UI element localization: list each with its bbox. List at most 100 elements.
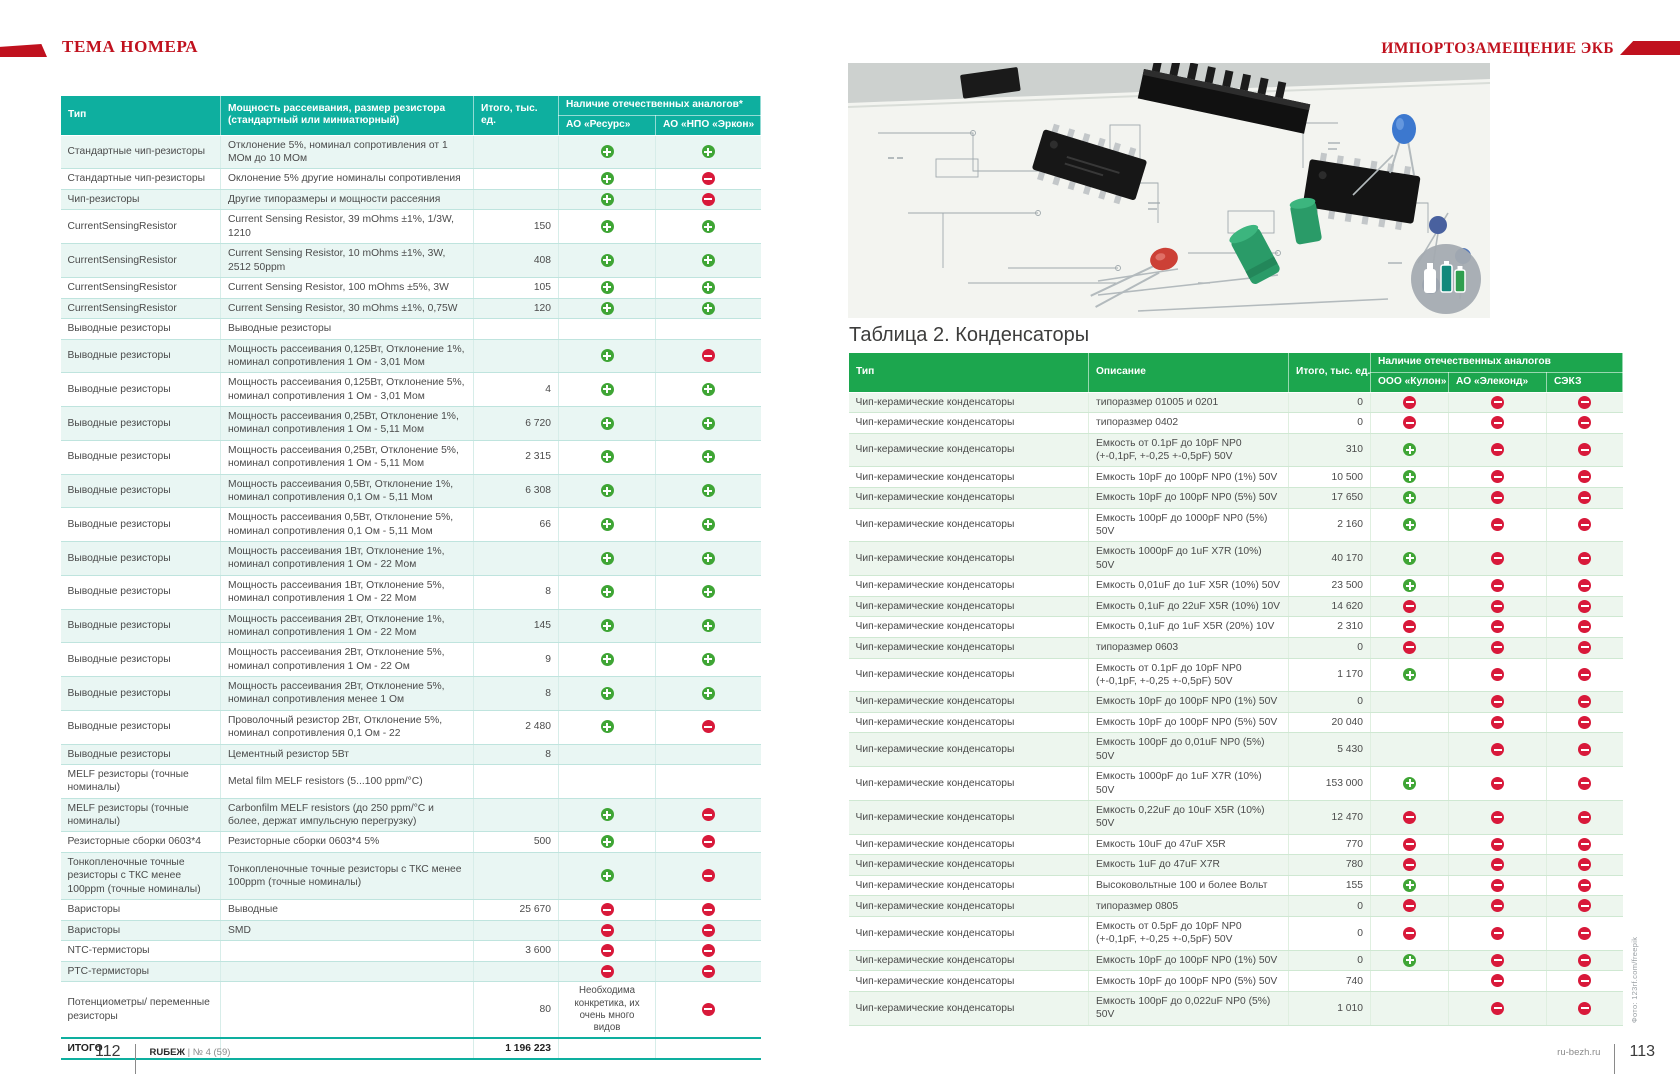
table-row: Стандартные чип-резисторы Оклонение 5% др…: [60, 168, 761, 190]
resistors-table: Тип Мощность рассеивания, размер резисто…: [60, 95, 761, 1061]
total-cell: 23 500: [1288, 575, 1371, 597]
type-cell: Тонкопленочные точные резисторы с ТКС ме…: [60, 852, 221, 901]
analog-sekz-cell: [1546, 950, 1623, 972]
analog-erkon-cell: [655, 798, 761, 833]
table-row: CurrentSensingResistor Current Sensing Re…: [60, 209, 761, 245]
minus-unavailable-icon: [1403, 899, 1416, 913]
total-cell: [473, 318, 559, 340]
analog-elekond-cell: [1448, 466, 1547, 489]
type-cell: CurrentSensingResistor: [60, 209, 221, 245]
desc-cell: Емкость 10uF до 47uF X5R: [1088, 834, 1289, 856]
plus-available-icon: [701, 619, 715, 633]
plus-available-icon: [600, 301, 614, 315]
minus-unavailable-icon: [1578, 926, 1592, 940]
table-row: Чип-керамические конденсаторы Емкость 10p…: [848, 950, 1623, 972]
red-led: [1090, 247, 1178, 308]
total-cell: 1 010: [1288, 991, 1371, 1026]
analog-resurs-cell: [558, 798, 656, 833]
minus-unavailable-icon: [1491, 743, 1504, 757]
type-cell: Выводные резисторы: [60, 575, 221, 610]
analog-resurs-cell: [558, 710, 656, 745]
minus-unavailable-icon: [1578, 491, 1592, 505]
col-header-kulon: ООО «Кулон»: [1370, 371, 1449, 393]
type-cell: Чип-керамические конденсаторы: [848, 541, 1089, 577]
minus-unavailable-icon: [1491, 620, 1504, 634]
total-cell: 10 500: [1288, 466, 1371, 489]
plus-available-icon: [600, 349, 614, 363]
analog-kulon-cell: [1370, 541, 1449, 577]
type-cell: Выводные резисторы: [60, 676, 221, 711]
analog-resurs-cell: [558, 744, 656, 765]
type-cell: Выводные резисторы: [60, 372, 221, 407]
analog-kulon-cell: [1370, 691, 1449, 713]
soic-chip: [1302, 152, 1421, 231]
type-cell: Варисторы: [60, 899, 221, 921]
plus-available-icon: [1403, 470, 1416, 484]
plus-available-icon: [1403, 878, 1416, 892]
table-row: CurrentSensingResistor Current Sensing Re…: [60, 277, 761, 299]
desc-cell: Емкость 100pF до 0,01uF NP0 (5%) 50V: [1088, 732, 1289, 768]
plus-available-icon: [1403, 491, 1416, 505]
minus-unavailable-icon: [1578, 776, 1592, 790]
col-header-sekz: СЭКЗ: [1545, 371, 1624, 393]
minus-unavailable-icon: [1491, 1001, 1504, 1015]
total-cell: 155: [1288, 875, 1371, 897]
analog-erkon-cell: [655, 981, 761, 1039]
total-cell: 0: [1288, 412, 1371, 434]
table-row: Чип-керамические конденсаторы Емкость 0,1…: [848, 616, 1623, 638]
table-row: Выводные резисторы Мощность рассеивания 2…: [60, 642, 761, 677]
desc-cell: Мощность рассеивания 0,125Вт, Отклонение…: [220, 339, 474, 374]
analog-erkon-cell: [655, 406, 761, 441]
table-row: Чип-керамические конденсаторы Емкость 100…: [848, 766, 1623, 801]
minus-unavailable-icon: [1578, 416, 1592, 430]
desc-cell: [220, 940, 474, 962]
total-cell: [473, 764, 559, 799]
total-cell: 8: [473, 575, 559, 610]
col-header-elekond: АО «Элеконд»: [1448, 371, 1547, 393]
total-cell: 105: [473, 277, 559, 299]
type-cell: Выводные резисторы: [60, 642, 221, 677]
total-cell: 780: [1288, 854, 1371, 876]
desc-cell: Проволочный резистор 2Вт, Отклонение 5%,…: [220, 710, 474, 745]
type-cell: Стандартные чип-резисторы: [60, 135, 221, 170]
total-cell: 5 430: [1288, 732, 1371, 768]
total-cell: 150: [473, 209, 559, 245]
plus-available-icon: [600, 172, 614, 186]
minus-unavailable-icon: [1403, 926, 1416, 940]
total-cell: 408: [473, 243, 559, 278]
analog-elekond-cell: [1448, 834, 1547, 856]
total-cell: [473, 189, 559, 211]
analog-resurs-cell: [558, 676, 656, 711]
analog-elekond-cell: [1448, 854, 1547, 876]
desc-cell: Емкость 10pF до 100pF NP0 (5%) 50V: [1088, 712, 1289, 734]
analog-elekond-cell: [1448, 895, 1547, 918]
footer-divider: [134, 1044, 136, 1074]
desc-cell: Емкость 100pF до 0,022uF NP0 (5%) 50V: [1088, 991, 1289, 1026]
minus-unavailable-icon: [1578, 620, 1592, 634]
type-cell: Выводные резисторы: [60, 318, 221, 340]
type-cell: Выводные резисторы: [60, 440, 221, 475]
analog-kulon-cell: [1370, 766, 1449, 801]
red-ribbon-icon: [0, 44, 47, 57]
analog-erkon-cell: [655, 541, 761, 576]
desc-cell: Емкость от 0.1pF до 10pF NP0 (+-0,1pF, +…: [1088, 433, 1289, 468]
analog-elekond-cell: [1448, 970, 1547, 992]
minus-unavailable-icon: [600, 903, 614, 917]
type-cell: MELF резисторы (точные номиналы): [60, 798, 221, 833]
total-cell: 12 470: [1288, 800, 1371, 835]
minus-unavailable-icon: [1578, 743, 1592, 757]
desc-cell: Metal film MELF resistors (5...100 ppm/°…: [220, 764, 474, 799]
analog-erkon-cell: [655, 764, 761, 799]
desc-cell: Мощность рассеивания 0,125Вт, Отклонение…: [220, 372, 474, 407]
type-cell: Чип-керамические конденсаторы: [848, 712, 1089, 734]
analog-resurs-cell: [558, 189, 656, 211]
issue-label: | № 4 (59): [187, 1047, 231, 1058]
table-row: Стандартные чип-резисторы Отклонение 5%, …: [60, 135, 761, 170]
type-cell: Резисторные сборки 0603*4: [60, 831, 221, 853]
minus-unavailable-icon: [1578, 695, 1592, 709]
desc-cell: Емкость 0,22uF до 10uF X5R (10%) 50V: [1088, 800, 1289, 835]
analog-kulon-cell: [1370, 712, 1449, 734]
analog-sekz-cell: [1546, 916, 1623, 951]
type-cell: CurrentSensingResistor: [60, 277, 221, 299]
total-cell: 6 308: [473, 474, 559, 509]
